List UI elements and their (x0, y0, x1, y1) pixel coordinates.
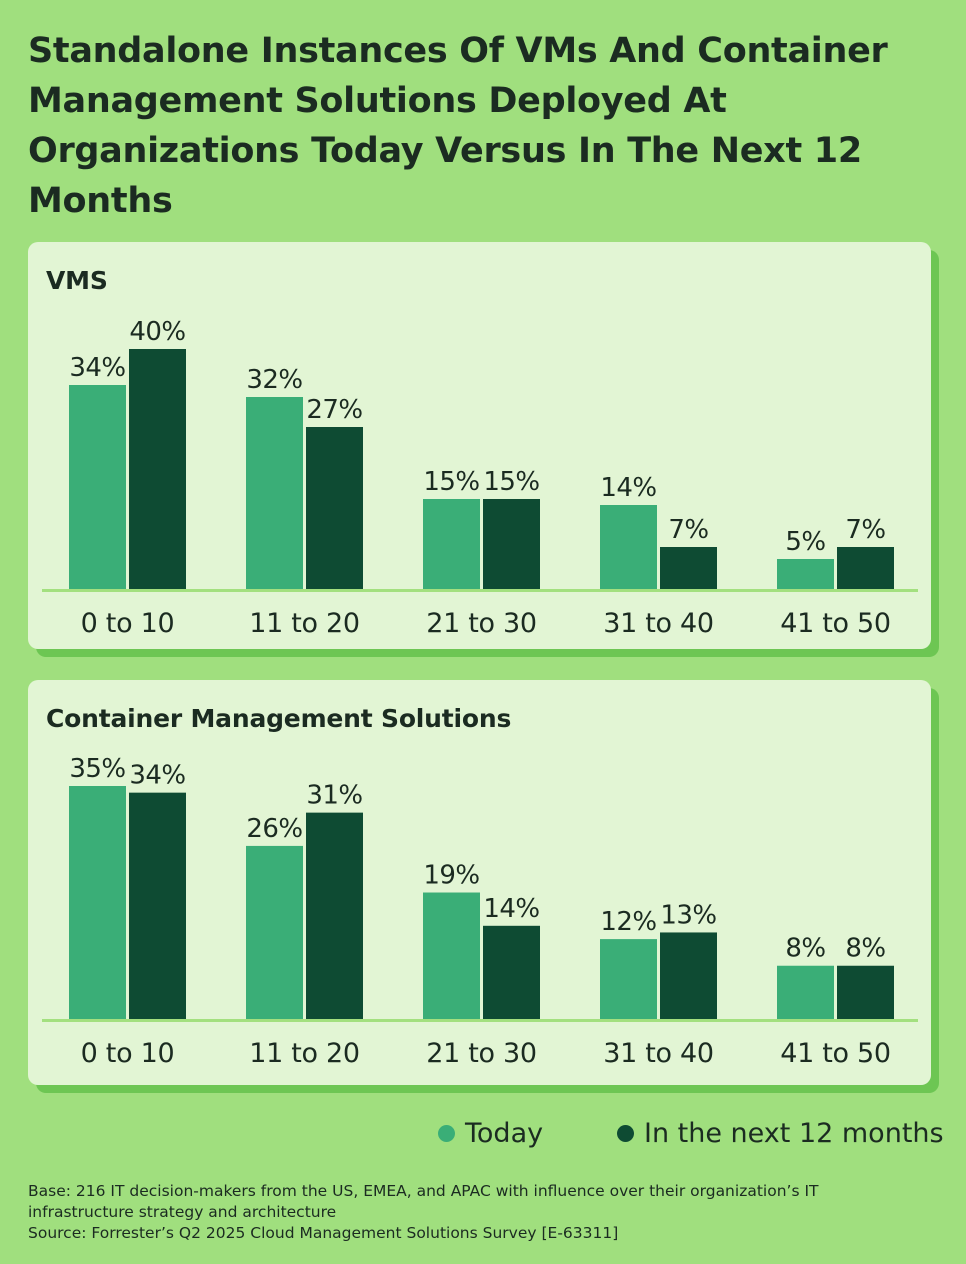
data-label-today: 35% (69, 754, 125, 784)
category-label: 11 to 20 (249, 1038, 360, 1069)
data-label-today: 34% (69, 353, 125, 383)
container-chart-title: Container Management Solutions (46, 704, 512, 733)
bar-today (600, 939, 657, 1019)
data-label-today: 5% (785, 527, 825, 557)
category-label: 21 to 30 (426, 1038, 537, 1069)
footnote-base: Base: 216 IT decision-makers from the US… (28, 1182, 819, 1221)
bar-next12 (837, 547, 894, 589)
data-label-today: 12% (600, 907, 656, 937)
data-label-next12: 8% (845, 934, 885, 964)
data-label-today: 8% (785, 934, 825, 964)
category-label: 41 to 50 (780, 1038, 891, 1069)
category-label: 21 to 30 (426, 608, 537, 639)
data-label-today: 15% (423, 467, 479, 497)
data-label-next12: 34% (129, 761, 185, 791)
bar-today (423, 892, 480, 1019)
bar-today (69, 385, 126, 589)
category-label: 31 to 40 (603, 608, 714, 639)
bar-today (777, 559, 834, 589)
bar-next12 (837, 965, 894, 1019)
footnote-source: Source: Forrester’s Q2 2025 Cloud Manage… (28, 1224, 619, 1242)
bar-next12 (306, 812, 363, 1019)
category-label: 0 to 10 (81, 1038, 175, 1069)
legend-item-next12: In the next 12 months (617, 1118, 944, 1149)
footnote: Base: 216 IT decision-makers from the US… (28, 1181, 928, 1244)
bar-today (423, 499, 480, 589)
data-label-next12: 27% (306, 395, 362, 425)
data-label-today: 26% (246, 814, 302, 844)
data-label-next12: 7% (668, 515, 708, 545)
bar-next12 (129, 792, 186, 1019)
bar-next12 (483, 499, 540, 589)
legend-label-today: Today (465, 1118, 544, 1149)
bar-today (246, 397, 303, 589)
vms-bar-chart: 34%40% 0 to 10 32%27% 11 to 20 15% 15% 21 to 3… (42, 317, 918, 639)
legend-label-next12: In the next 12 months (644, 1118, 944, 1149)
category-label: 41 to 50 (780, 608, 891, 639)
category-label: 11 to 20 (249, 608, 360, 639)
data-label-today: 19% (423, 861, 479, 891)
container-bar-chart: 35% 34% 0 to 10 26%31% 11 to 20 19%14% 21 to 3… (42, 754, 918, 1069)
bar-next12 (660, 932, 717, 1019)
vms-chart-title: VMS (46, 266, 108, 295)
bar-today (600, 505, 657, 589)
vms-chart-panel: VMS 34% 40% 0 to 10 32% 27% 11 to 20 15% 15% 21 … (28, 242, 931, 649)
data-label-today: 32% (246, 365, 302, 395)
bar-next12 (129, 349, 186, 589)
bar-next12 (306, 427, 363, 589)
bar-next12 (660, 547, 717, 589)
data-label-next12: 13% (660, 900, 716, 930)
bar-next12 (483, 925, 540, 1019)
bar-today (246, 845, 303, 1019)
legend-item-today: Today (438, 1118, 543, 1149)
data-label-next12: 15% (483, 467, 539, 497)
data-label-next12: 40% (129, 317, 185, 347)
category-label: 0 to 10 (81, 608, 175, 639)
legend-dot-today (438, 1125, 455, 1142)
chart-title: Standalone Instances Of VMs And Containe… (28, 31, 888, 221)
data-label-next12: 31% (306, 781, 362, 811)
category-label: 31 to 40 (603, 1038, 714, 1069)
data-label-today: 14% (600, 473, 656, 503)
legend-dot-next12 (617, 1125, 634, 1142)
bar-today (777, 965, 834, 1019)
data-label-next12: 14% (483, 894, 539, 924)
container-chart-panel: Container Management Solutions 35% 34% 0 t… (28, 680, 931, 1085)
bar-today (69, 786, 126, 1019)
data-label-next12: 7% (845, 515, 885, 545)
